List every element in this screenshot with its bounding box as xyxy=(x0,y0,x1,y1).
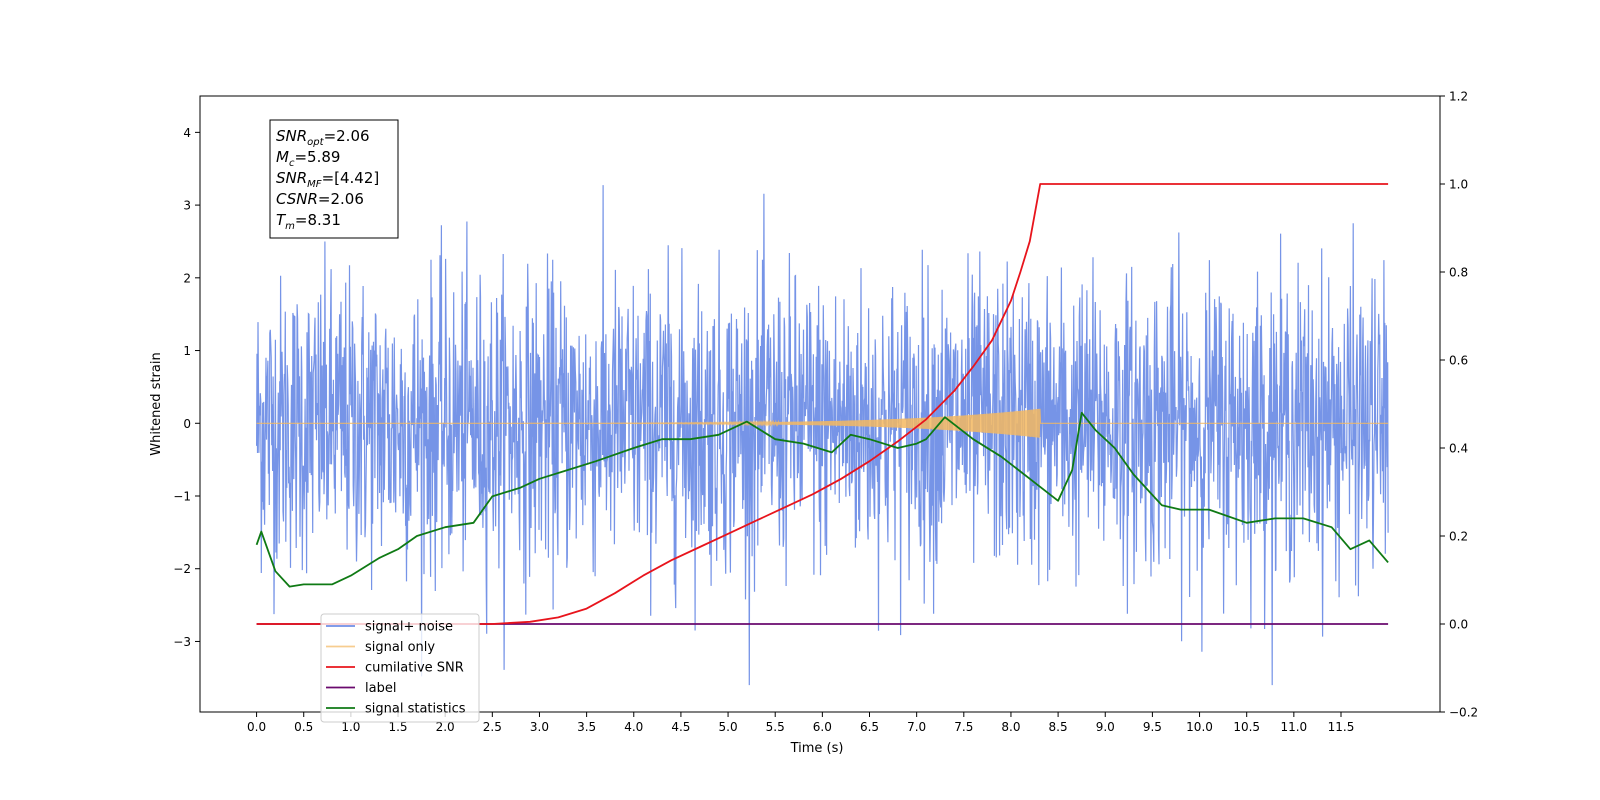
annotation-line: Tm=8.31 xyxy=(276,211,341,232)
x-tick-label: 9.5 xyxy=(1143,720,1162,734)
annotation-frame xyxy=(269,119,399,239)
y2-tick-label: 0.4 xyxy=(1449,442,1468,456)
y-axis-label: Whitened strain xyxy=(149,352,164,455)
x-tick-label: 2.5 xyxy=(483,720,502,734)
annotation-line: SNRopt=2.06 xyxy=(276,127,370,148)
x-tick-label: 7.5 xyxy=(954,720,973,734)
x-tick-label: 8.5 xyxy=(1049,720,1068,734)
legend-entry: signal+ noise xyxy=(365,620,453,635)
x-tick-label: 1.0 xyxy=(341,720,360,734)
y-tick-label: −3 xyxy=(173,635,191,649)
series-signal-only xyxy=(256,408,1389,438)
y2-tick-label: 1.2 xyxy=(1449,90,1468,104)
x-tick-label: 8.0 xyxy=(1001,720,1020,734)
x-axis-ticks: 0.0 0.5 1.0 1.5 2.0 2.5 3.0 3.5 4.0 4.5 5.0 5.5 6.0 6… xyxy=(247,712,1354,734)
x-tick-label: 5.5 xyxy=(766,720,785,734)
annotation-line: Mc=5.89 xyxy=(276,148,340,169)
legend-entry: cumilative SNR xyxy=(365,661,464,676)
y-tick-label: 2 xyxy=(183,271,191,285)
x-tick-label: 11.5 xyxy=(1328,720,1355,734)
series-signal-statistics xyxy=(255,411,1389,588)
y-tick-label: 3 xyxy=(183,199,191,213)
legend-entry: signal statistics xyxy=(365,702,466,717)
series-cumulative-snr xyxy=(256,183,1389,625)
x-tick-label: 3.5 xyxy=(577,720,596,734)
y-tick-label: −2 xyxy=(173,562,191,576)
x-tick-label: 4.0 xyxy=(624,720,643,734)
x-tick-label: 11.0 xyxy=(1280,720,1307,734)
y2-tick-label: 1.0 xyxy=(1449,178,1468,192)
legend-frame xyxy=(320,613,480,723)
series-signal-noise xyxy=(256,185,1389,686)
y-tick-label: 1 xyxy=(183,344,191,358)
x-tick-label: 6.5 xyxy=(860,720,879,734)
annotation-line: CSNR=2.06 xyxy=(276,190,364,208)
x-tick-label: 6.0 xyxy=(813,720,832,734)
x-tick-label: 7.0 xyxy=(907,720,926,734)
y2-tick-label: −0.2 xyxy=(1449,706,1478,720)
y-tick-label: 0 xyxy=(183,417,191,431)
x-tick-label: 10.5 xyxy=(1233,720,1260,734)
legend-entry: label xyxy=(365,681,396,696)
x-tick-label: 0.0 xyxy=(247,720,266,734)
x-tick-label: 9.0 xyxy=(1096,720,1115,734)
y-axis-ticks: −3 −2 −1 0 1 2 3 4 xyxy=(173,126,200,649)
legend: signal+ noise signal only cumilative SNR la… xyxy=(320,613,480,723)
legend-entry: signal only xyxy=(365,640,435,655)
x-tick-label: 10.0 xyxy=(1186,720,1213,734)
x-tick-label: 0.5 xyxy=(294,720,313,734)
annotation-line: SNRMF=[4.42] xyxy=(276,169,379,190)
x-tick-label: 5.0 xyxy=(719,720,738,734)
y2-axis-ticks: −0.2 0.0 0.2 0.4 0.6 0.8 1.0 1.2 xyxy=(1440,90,1478,720)
plot-frame xyxy=(199,95,1441,713)
x-tick-label: 4.5 xyxy=(671,720,690,734)
x-tick-label: 1.5 xyxy=(388,720,407,734)
y2-tick-label: 0.6 xyxy=(1449,354,1468,368)
y2-tick-label: 0.2 xyxy=(1449,530,1468,544)
y-tick-label: −1 xyxy=(173,490,191,504)
x-tick-label: 2.0 xyxy=(436,720,455,734)
y2-tick-label: 0.0 xyxy=(1449,618,1468,632)
y-tick-label: 4 xyxy=(183,126,191,140)
x-axis-label: Time (s) xyxy=(790,741,844,756)
y2-tick-label: 0.8 xyxy=(1449,266,1468,280)
x-tick-label: 3.0 xyxy=(530,720,549,734)
